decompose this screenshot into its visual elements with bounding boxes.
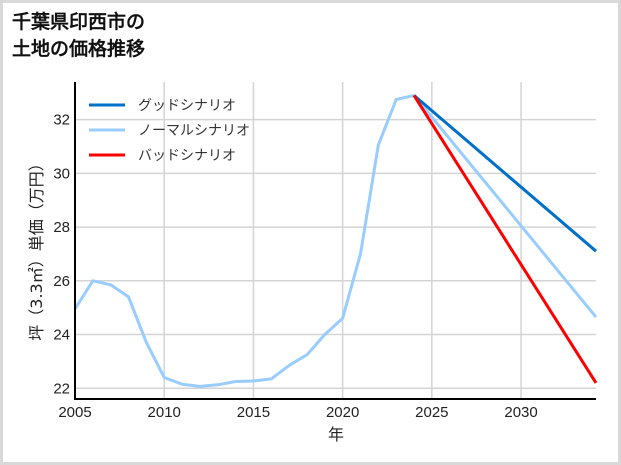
chart-title-line-1: 千葉県印西市の — [12, 11, 146, 33]
x-tick-label: 2020 — [326, 404, 359, 421]
y-tick-label: 30 — [53, 165, 70, 182]
y-tick-label: 32 — [53, 112, 70, 129]
y-tick-label: 24 — [53, 327, 70, 344]
chart-title-line-2: 土地の価格推移 — [12, 38, 146, 60]
legend-label: グッドシナリオ — [138, 98, 236, 114]
x-tick-label: 2025 — [415, 404, 448, 421]
chart-title: 千葉県印西市の 土地の価格推移 — [12, 9, 145, 63]
series-line — [412, 94, 598, 384]
y-tick-label: 22 — [53, 380, 70, 397]
y-axis-label: 坪（3.3㎡）単価（万円） — [27, 155, 46, 340]
x-tick-label: 2005 — [58, 404, 91, 421]
x-axis-label: 年 — [328, 425, 344, 444]
x-tick-label: 2015 — [237, 404, 270, 421]
y-tick-label: 26 — [53, 273, 70, 290]
legend-label: バッドシナリオ — [138, 148, 236, 164]
tick-labels: 2005 2010 2015 2020 2025 2030 22 24 26 28 30 32 — [53, 112, 537, 421]
series-line — [73, 93, 415, 388]
y-tick-label: 28 — [53, 219, 70, 236]
series-line — [413, 94, 597, 253]
gridlines — [74, 82, 596, 399]
legend-label: ノーマルシナリオ — [138, 123, 250, 139]
series-line — [412, 94, 598, 319]
x-tick-label: 2030 — [504, 404, 537, 421]
data-lines — [73, 93, 598, 388]
x-tick-label: 2010 — [148, 404, 181, 421]
axes — [74, 82, 596, 400]
